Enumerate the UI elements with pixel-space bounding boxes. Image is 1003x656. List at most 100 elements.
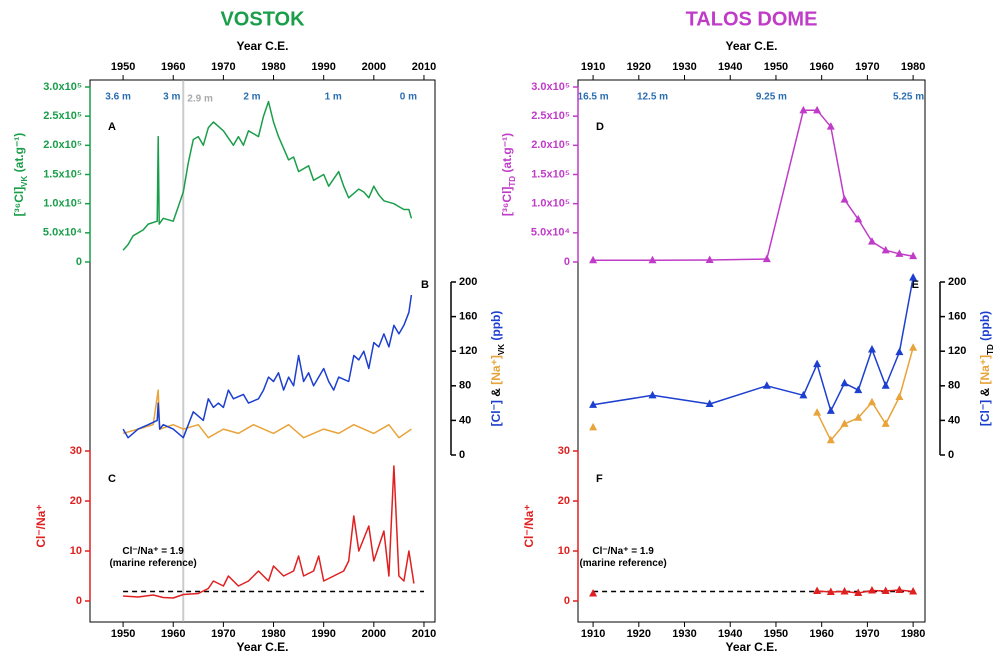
- data-marker: [895, 392, 904, 401]
- reference-note: (marine reference): [109, 558, 196, 569]
- data-marker: [909, 273, 918, 281]
- y-tick-label: 2.0x10⁵: [531, 139, 570, 151]
- y-tick-label: 0: [564, 256, 570, 268]
- y-tick-label: 0: [459, 449, 465, 461]
- x-tick-label: 1940: [718, 61, 742, 73]
- x-tick-label: 1950: [111, 61, 135, 73]
- data-marker: [589, 589, 598, 597]
- x-tick-label: 1980: [901, 61, 925, 73]
- y-tick-label: 5.0x10⁴: [531, 227, 570, 239]
- panel-letter: D: [596, 121, 604, 133]
- x-tick-label: 1990: [311, 628, 335, 640]
- data-marker: [854, 214, 863, 223]
- x-tick-label: 1950: [764, 61, 788, 73]
- y-tick-label: 0: [76, 595, 82, 607]
- x-tick-label: 1930: [672, 628, 696, 640]
- y-tick-label: 0: [564, 595, 570, 607]
- y-axis-title-part: [³⁶Cl]: [12, 187, 26, 217]
- data-marker: [854, 385, 863, 394]
- data-marker: [648, 390, 657, 399]
- x-tick-label: 1930: [672, 61, 696, 73]
- y-tick-label: 160: [948, 311, 966, 323]
- y-tick-label: 0: [76, 256, 82, 268]
- y-axis-title: [³⁶Cl]TD (at.g⁻¹): [500, 133, 516, 216]
- data-marker: [840, 195, 849, 203]
- data-marker: [867, 237, 876, 245]
- x-tick-label: 1970: [855, 61, 879, 73]
- data-marker: [589, 400, 598, 408]
- data-marker: [881, 245, 890, 254]
- y-tick-label: 120: [459, 345, 477, 357]
- reference-note: (marine reference): [579, 558, 666, 569]
- reference-label: Cl⁻/Na⁺ = 1.9: [592, 546, 654, 557]
- data-line: [123, 465, 415, 599]
- data-marker: [881, 419, 890, 427]
- x-tick-label: 2010: [412, 628, 436, 640]
- x-tick-label: 1950: [764, 628, 788, 640]
- depth-label: 9.25 m: [756, 92, 787, 103]
- y-tick-label: 10: [558, 545, 570, 557]
- data-marker: [589, 255, 598, 264]
- depth-marker-label: 2.9 m: [187, 94, 213, 105]
- panel-letter: A: [108, 121, 116, 133]
- plot-frame: [89, 79, 436, 623]
- data-marker: [648, 255, 657, 264]
- x-tick-label: 1980: [901, 628, 925, 640]
- data-marker: [813, 105, 822, 114]
- depth-label: 1 m: [325, 92, 342, 103]
- data-marker: [909, 251, 918, 260]
- y-tick-label: 80: [948, 380, 960, 392]
- y-axis-title-part: Cl⁻/Na⁺: [34, 504, 48, 547]
- data-line: [122, 389, 412, 439]
- data-marker: [813, 359, 822, 368]
- y-axis-title: [³⁶Cl]VK (at.g⁻¹): [12, 133, 28, 217]
- x-axis-title: Year C.E.: [236, 39, 288, 53]
- y-tick-label: 1.5x10⁵: [43, 168, 82, 180]
- x-tick-label: 2000: [362, 628, 386, 640]
- y-tick-label: 10: [70, 545, 82, 557]
- y-tick-label: 160: [459, 311, 477, 323]
- depth-label: 12.5 m: [637, 92, 668, 103]
- x-tick-label: 1940: [718, 628, 742, 640]
- y-tick-label: 20: [70, 495, 82, 507]
- x-tick-label: 1910: [581, 628, 605, 640]
- y-axis-title-part: (ppb): [489, 311, 503, 344]
- data-marker: [799, 390, 808, 399]
- data-marker: [881, 586, 890, 594]
- chart-title: TALOS DOME: [686, 8, 818, 30]
- data-marker: [895, 585, 904, 593]
- data-marker: [840, 587, 849, 595]
- data-marker: [589, 422, 598, 431]
- depth-label: 16.5 m: [578, 92, 609, 103]
- x-axis-title: Year C.E.: [725, 640, 777, 654]
- depth-label: 5.25 m: [893, 92, 924, 103]
- x-tick-label: 1970: [211, 61, 235, 73]
- y-tick-label: 2.0x10⁵: [43, 139, 82, 151]
- y-tick-label: 3.0x10⁵: [531, 81, 570, 93]
- data-marker: [867, 586, 876, 594]
- y-axis-title-part: Cl⁻/Na⁺: [522, 504, 536, 547]
- y-tick-label: 120: [948, 345, 966, 357]
- y-tick-label: 2.5x10⁵: [43, 110, 82, 122]
- x-tick-label: 1990: [311, 61, 335, 73]
- y-axis-title: Cl⁻/Na⁺: [522, 504, 536, 547]
- y-axis-title: Cl⁻/Na⁺: [34, 504, 48, 547]
- y-axis-title-part: (at.g⁻¹): [500, 133, 514, 176]
- data-marker: [826, 406, 835, 414]
- y-tick-label: 0: [948, 449, 954, 461]
- y-axis-title-part: VK: [20, 175, 29, 186]
- y-axis-title: [Cl⁻] & [Na⁺]TD (ppb): [978, 311, 994, 426]
- y-axis-title-part: TD: [508, 176, 517, 187]
- y-axis-title-part: [Cl⁻]: [978, 400, 992, 426]
- panel-letter: C: [108, 473, 116, 485]
- y-tick-label: 80: [459, 380, 471, 392]
- y-tick-label: 1.5x10⁵: [531, 168, 570, 180]
- x-tick-label: 1960: [809, 61, 833, 73]
- x-axis-title: Year C.E.: [725, 39, 777, 53]
- depth-label: 3.6 m: [105, 92, 131, 103]
- y-tick-label: 200: [459, 276, 477, 288]
- y-axis-title-part: TD: [986, 344, 995, 355]
- y-tick-label: 20: [558, 495, 570, 507]
- x-tick-label: 1970: [855, 628, 879, 640]
